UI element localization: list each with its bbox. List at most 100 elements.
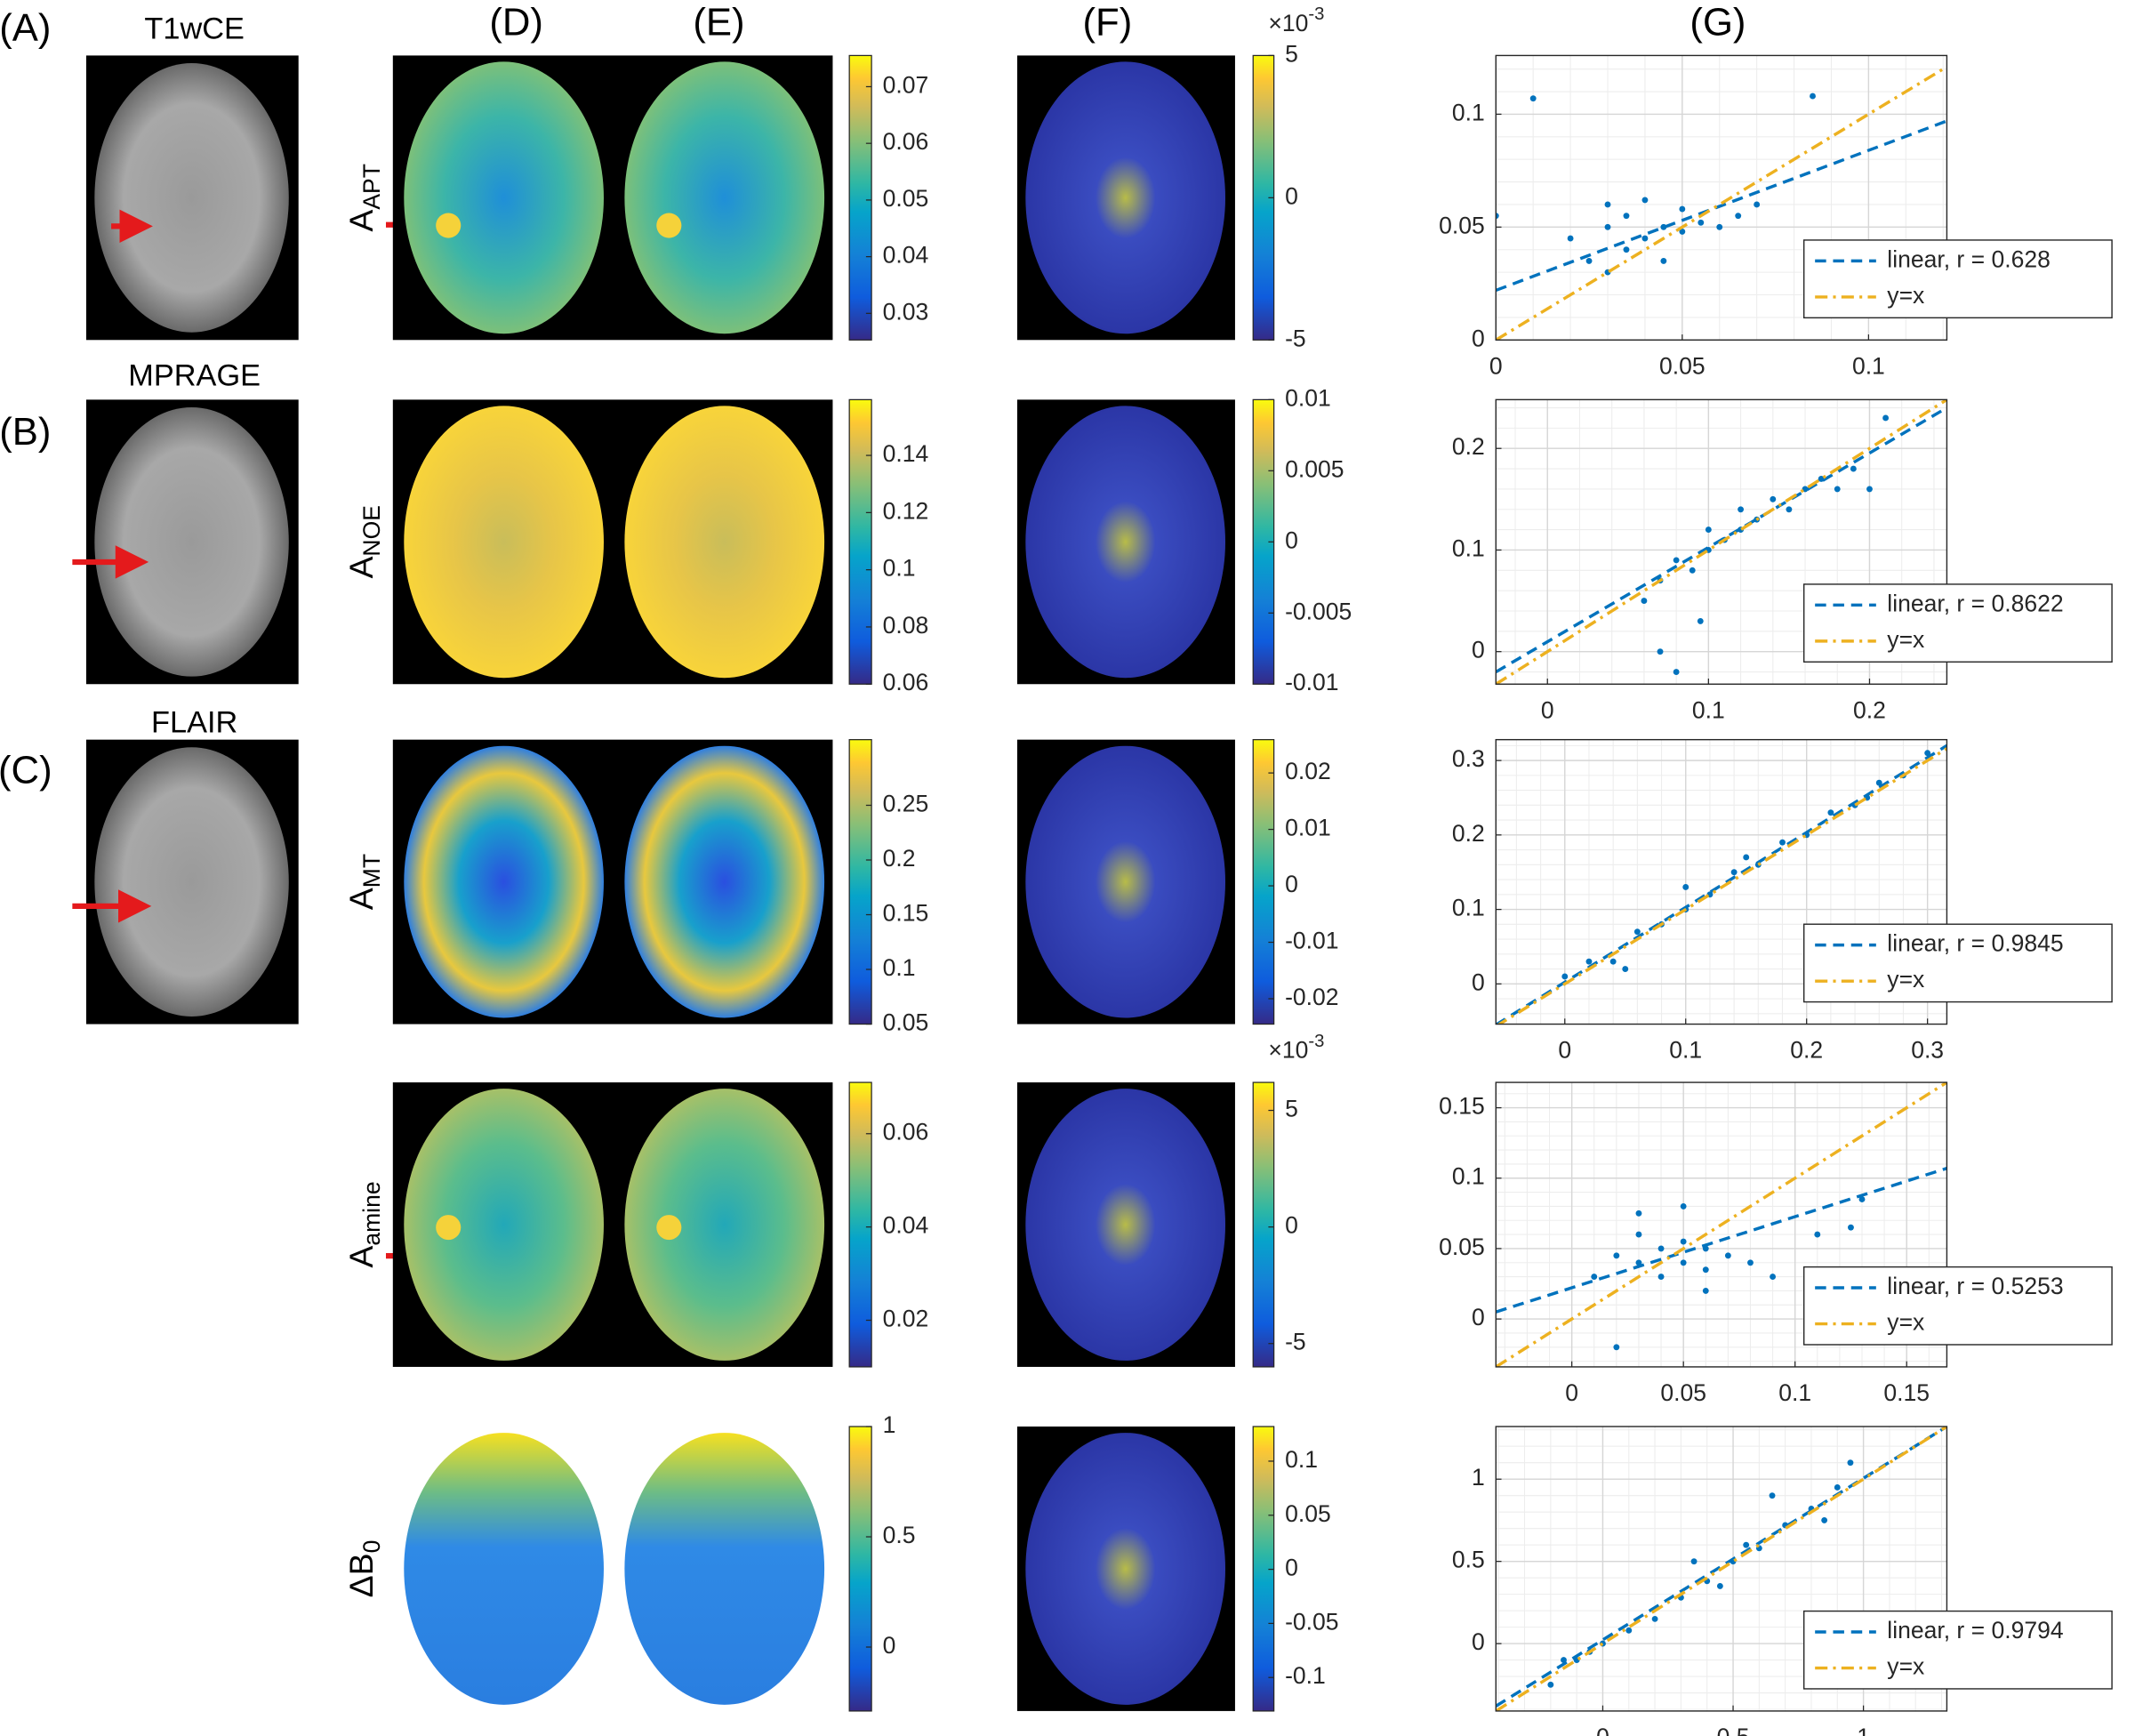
point: [1567, 235, 1574, 242]
point: [1641, 235, 1649, 242]
anatomy-image: [94, 747, 289, 1017]
plot-area: [1496, 1082, 1947, 1367]
panel-label: (B): [0, 410, 51, 454]
legend-label: linear, r = 0.628: [1887, 245, 2051, 272]
y-tick-label: 0.3: [1452, 745, 1485, 772]
parameter-map: [404, 1433, 604, 1705]
parameter-map: [404, 61, 604, 334]
point: [1641, 197, 1649, 204]
point: [1680, 1202, 1687, 1210]
point: [1848, 1224, 1854, 1231]
colorbar: [848, 54, 872, 341]
y-tick-label: 0: [1472, 1304, 1485, 1330]
point: [1635, 1231, 1642, 1238]
y-tick-label: 0.2: [1452, 433, 1485, 460]
point: [1702, 1266, 1709, 1274]
point: [1702, 1288, 1709, 1294]
point: [1735, 213, 1742, 220]
row-subscript: 0: [358, 1540, 385, 1554]
x-tick-label: 0.1: [1669, 1037, 1702, 1064]
colorbar-tick-label: 0.15: [883, 900, 929, 927]
difference-map: [1025, 1089, 1226, 1361]
point: [1698, 219, 1705, 226]
point: [1623, 213, 1630, 220]
row-subscript: APT: [358, 164, 385, 210]
colorbar: [848, 398, 872, 685]
colorbar-tick-label: 0: [1285, 1212, 1298, 1239]
series-line: [1496, 1427, 1947, 1711]
exponent: -3: [1308, 1032, 1324, 1051]
colorbar-tick-label: 0.1: [883, 555, 916, 582]
series-line: [1496, 399, 1947, 685]
point: [1680, 1238, 1687, 1245]
point: [1529, 95, 1537, 102]
colorbar-tick-label: 0.01: [1285, 384, 1331, 411]
y-tick-label: 0.1: [1452, 534, 1485, 561]
parameter-map: [404, 745, 604, 1018]
point: [1604, 223, 1611, 230]
point: [1743, 1541, 1750, 1548]
legend: [1802, 1610, 2113, 1690]
axes-box: [1495, 54, 1948, 341]
exponent: -3: [1308, 5, 1324, 25]
panel-label: (A): [0, 6, 51, 50]
point: [1769, 1492, 1776, 1499]
point: [1786, 506, 1793, 513]
series-line: [1496, 1082, 1947, 1367]
point: [1680, 1259, 1687, 1266]
parameter-map: [404, 1089, 604, 1361]
parameter-map: [624, 745, 825, 1018]
anatomy-image: [94, 406, 289, 677]
row-symbol: A: [342, 557, 380, 579]
y-tick-label: 0: [1472, 637, 1485, 663]
y-tick-label: 0.1: [1452, 1163, 1485, 1190]
colorbar: [848, 739, 872, 1025]
point: [1834, 486, 1841, 493]
parameter-map: [624, 406, 825, 679]
legend-label: y=x: [1887, 626, 1924, 653]
panel-label: (C): [0, 749, 52, 792]
point: [1875, 779, 1882, 786]
legend: [1802, 583, 2113, 663]
colorbar-tick-label: 0.05: [883, 1009, 929, 1036]
point: [1604, 201, 1611, 208]
row-symbol: A: [342, 888, 380, 910]
difference-map: [1025, 745, 1226, 1018]
colorbar-tick-label: 0.06: [883, 1119, 929, 1145]
point: [1770, 495, 1777, 502]
point: [1657, 1245, 1665, 1252]
series-line: [1496, 65, 1947, 341]
colorbar-tick-label: -0.05: [1285, 1608, 1338, 1635]
x-tick-label: 0: [1489, 352, 1503, 379]
series-line: [1496, 1167, 1947, 1314]
y-tick-label: 0.15: [1439, 1093, 1485, 1120]
colorbar-tick-label: 0.04: [883, 1212, 929, 1239]
colorbar: [848, 1081, 872, 1368]
multiplier: ×10: [1268, 10, 1308, 36]
lesion: [656, 213, 682, 238]
colorbar-tick-label: 0.1: [883, 954, 916, 981]
y-tick-label: 0.1: [1452, 895, 1485, 921]
colorbar-tick-label: 0.05: [883, 185, 929, 212]
axes-box: [1495, 1081, 1948, 1368]
colorbar: [1252, 739, 1275, 1025]
colorbar-tick-label: 0.01: [1285, 815, 1331, 841]
axes-box: [1495, 398, 1948, 685]
difference-map: [1025, 61, 1226, 334]
point: [1496, 213, 1499, 220]
colorbar-tick-label: 0.03: [883, 298, 929, 325]
colorbar-tick-label: 0.06: [883, 128, 929, 155]
point: [1623, 246, 1630, 253]
series-line: [1496, 406, 1947, 674]
point: [1591, 1274, 1598, 1281]
colorbar-tick-label: 0.02: [883, 1306, 929, 1332]
point: [1743, 854, 1750, 861]
row-subscript: NOE: [358, 505, 385, 556]
colorbar-tick-label: 0: [1285, 871, 1298, 897]
legend: [1802, 1266, 2113, 1346]
point: [1657, 648, 1664, 655]
plot-area: [1496, 1427, 1947, 1711]
y-tick-label: 0.05: [1439, 212, 1485, 238]
point: [1682, 884, 1689, 890]
